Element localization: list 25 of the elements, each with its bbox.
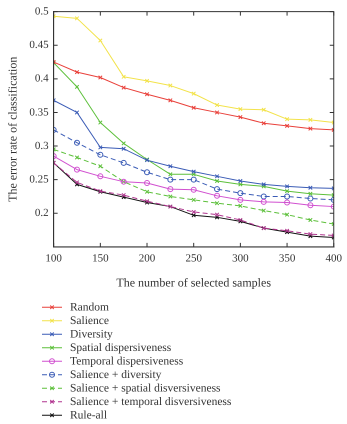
y-tick-label: 0.35 [29,106,50,118]
y-tick-label: 0.45 [29,39,50,52]
x-tick-label: 200 [138,252,156,264]
legend-label: Spatial dispersiveness [70,342,172,354]
x-tick-label: 150 [92,252,110,264]
y-tick-label: 0.5 [34,5,50,18]
legend-label: Salience + diversity [70,368,162,381]
y-tick-label: 0.2 [34,207,49,220]
y-tick-label: 0.3 [34,140,50,152]
x-tick-label: 400 [326,252,342,264]
legend-label: Salience [70,314,109,327]
legend-label: Diversity [70,328,114,340]
legend-label: Salience + temporal disversiveness [70,396,232,408]
y-tick-label: 0.25 [29,174,50,186]
x-tick-label: 350 [278,252,296,264]
legend-label: Rule-all [70,409,108,422]
x-axis-title: The number of selected samples [116,275,272,290]
x-tick-label: 100 [45,252,62,264]
legend-label: Salience + spatial disversiveness [70,382,222,394]
y-tick-label: 0.4 [34,72,50,85]
x-tick-label: 300 [232,252,250,264]
x-tick-label: 250 [185,252,202,264]
legend-label: Temporal dispersiveness [70,355,184,368]
legend-label: Random [70,301,110,314]
y-axis-title: The error rate of classification [5,56,20,202]
